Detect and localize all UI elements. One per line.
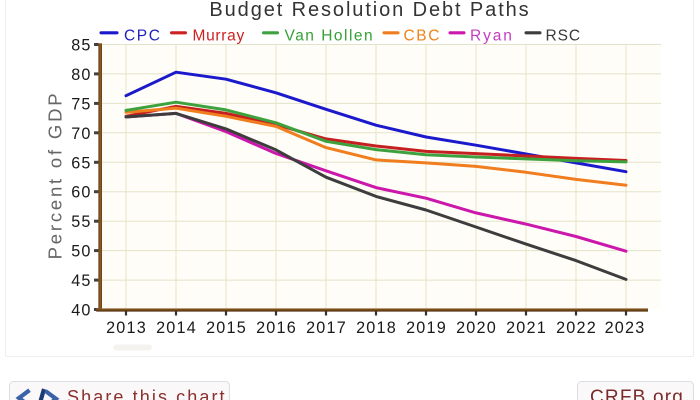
svg-text:2021: 2021 xyxy=(506,319,547,337)
svg-text:2016: 2016 xyxy=(256,319,297,337)
svg-text:45: 45 xyxy=(71,272,91,290)
svg-text:2014: 2014 xyxy=(156,319,197,337)
svg-text:CRFB.org: CRFB.org xyxy=(590,387,684,400)
svg-text:2019: 2019 xyxy=(406,319,447,337)
svg-text:2013: 2013 xyxy=(106,319,147,337)
svg-text:60: 60 xyxy=(71,184,91,202)
svg-text:55: 55 xyxy=(71,213,91,231)
svg-text:Share this chart: Share this chart xyxy=(67,387,227,400)
svg-text:Budget Resolution Debt Paths: Budget Resolution Debt Paths xyxy=(209,0,530,21)
svg-text:2018: 2018 xyxy=(356,319,397,337)
svg-text:Murray: Murray xyxy=(193,28,245,45)
svg-text:85: 85 xyxy=(71,37,91,55)
svg-text:CBC: CBC xyxy=(404,28,442,45)
svg-text:2020: 2020 xyxy=(456,319,497,337)
svg-text:2023: 2023 xyxy=(605,319,646,337)
svg-text:40: 40 xyxy=(71,302,91,320)
svg-text:CPC: CPC xyxy=(124,28,162,45)
svg-text:Van Hollen: Van Hollen xyxy=(285,28,375,45)
svg-text:70: 70 xyxy=(71,125,91,143)
svg-text:65: 65 xyxy=(71,154,91,172)
svg-text:Percent of GDP: Percent of GDP xyxy=(45,91,66,260)
svg-text:RSC: RSC xyxy=(546,28,581,45)
svg-text:80: 80 xyxy=(71,66,91,84)
svg-text:Ryan: Ryan xyxy=(470,28,514,45)
svg-text:75: 75 xyxy=(71,95,91,113)
svg-text:2015: 2015 xyxy=(206,319,247,337)
svg-text:50: 50 xyxy=(71,243,91,261)
svg-text:2022: 2022 xyxy=(556,319,597,337)
svg-text:2017: 2017 xyxy=(306,319,347,337)
